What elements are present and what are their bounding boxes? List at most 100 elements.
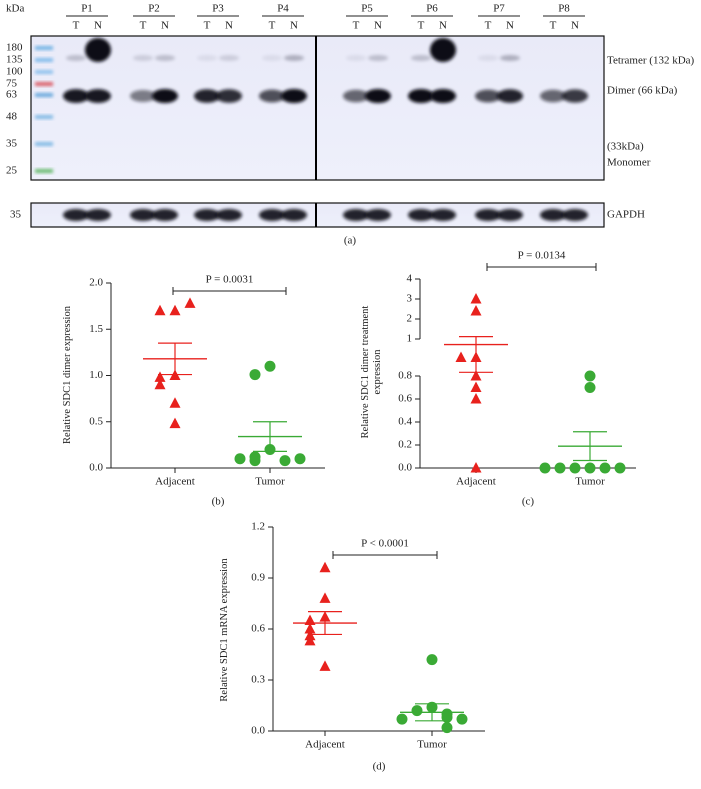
data-point — [304, 623, 316, 634]
x-tick-label: Adjacent — [155, 476, 195, 488]
lane-label: N — [506, 20, 514, 32]
gapdh-band — [194, 209, 220, 221]
gapdh-band — [540, 209, 566, 221]
y-axis-label: Relative SDC1 mRNA expression — [219, 558, 230, 702]
tetramer-band — [284, 55, 304, 61]
dimer-band — [194, 89, 220, 103]
y-tick-label: 1.0 — [89, 369, 103, 381]
y-tick-label: 1 — [407, 333, 413, 345]
patient-label: P1 — [81, 3, 93, 15]
unit-label: kDa — [6, 3, 24, 15]
gapdh-band — [130, 209, 156, 221]
patient-label: P6 — [426, 3, 438, 15]
tetramer-band — [219, 55, 239, 61]
y-tick-label: 0.5 — [89, 415, 103, 427]
panel-label: (a) — [344, 235, 357, 247]
patient-label: P3 — [212, 3, 224, 15]
lane-label: T — [140, 20, 147, 32]
band-label: (33kDa) — [607, 141, 644, 153]
data-point — [539, 462, 551, 474]
ladder-band — [35, 46, 53, 50]
lane-label: T — [269, 20, 276, 32]
data-point — [319, 660, 331, 671]
data-point — [584, 382, 596, 393]
dimer-band — [259, 89, 285, 103]
panel-label: (b) — [212, 496, 225, 508]
gapdh-band — [259, 209, 285, 221]
ladder-band — [35, 93, 53, 97]
data-point — [470, 393, 482, 404]
data-point — [294, 453, 306, 465]
dimer-band — [408, 89, 434, 103]
p-value: P = 0.0031 — [206, 274, 254, 286]
lane-label: T — [550, 20, 557, 32]
patient-label: P7 — [493, 3, 505, 15]
tetramer-band — [478, 55, 498, 61]
y-tick-label: 0.0 — [89, 462, 103, 474]
y-tick-label: 3 — [407, 293, 413, 305]
lane-label: N — [290, 20, 298, 32]
lane-label: T — [73, 20, 80, 32]
tetramer-band — [85, 38, 111, 62]
gapdh-band — [497, 209, 523, 221]
data-point — [554, 462, 566, 474]
marker-label: 180 — [6, 42, 23, 54]
loading-marker: 35 — [10, 209, 22, 221]
dimer-band — [85, 89, 111, 103]
y-tick-label: 0.6 — [251, 623, 265, 635]
p-value: P = 0.0134 — [518, 250, 566, 262]
patient-label: P5 — [361, 3, 373, 15]
dimer-band — [63, 89, 89, 103]
data-point — [599, 462, 611, 474]
p-value: P < 0.0001 — [361, 538, 409, 550]
gapdh-band — [85, 209, 111, 221]
y-tick-label: 0.2 — [398, 439, 412, 451]
tetramer-band — [411, 55, 431, 61]
x-tick-label: Tumor — [255, 476, 285, 488]
data-point — [249, 455, 261, 467]
ladder-band — [35, 115, 53, 119]
lane-label: N — [374, 20, 382, 32]
tetramer-band — [500, 55, 520, 61]
ladder-band — [35, 82, 53, 86]
tetramer-band — [197, 55, 217, 61]
gapdh-band — [408, 209, 434, 221]
y-tick-label: 0.8 — [398, 370, 412, 382]
gapdh-band — [152, 209, 178, 221]
data-point — [584, 370, 596, 382]
y-axis-label: Relative SDC1 dimer expression — [62, 306, 73, 444]
y-tick-label: 1.2 — [251, 521, 265, 533]
gapdh-band — [562, 209, 588, 221]
marker-label: 63 — [6, 89, 18, 101]
tetramer-band — [262, 55, 282, 61]
data-point — [470, 381, 482, 392]
y-tick-label: 0.0 — [398, 462, 412, 474]
band-label: Tetramer (132 kDa) — [607, 55, 695, 67]
y-tick-label: 0.6 — [398, 393, 412, 405]
dimer-band — [475, 89, 501, 103]
data-point — [411, 705, 423, 717]
lane-label: N — [161, 20, 169, 32]
lane-label: T — [353, 20, 360, 32]
data-point — [441, 711, 453, 723]
lane-label: T — [204, 20, 211, 32]
tetramer-band — [133, 55, 153, 61]
dimer-band — [497, 89, 523, 103]
marker-label: 100 — [6, 66, 23, 78]
gapdh-band — [343, 209, 369, 221]
dimer-band — [365, 89, 391, 103]
dimer-band — [130, 90, 156, 102]
data-point — [154, 371, 166, 382]
lane-label: T — [418, 20, 425, 32]
y-tick-label: 2 — [407, 313, 413, 325]
y-tick-label: 2.0 — [89, 277, 103, 289]
gapdh-band — [216, 209, 242, 221]
lane-label: N — [439, 20, 447, 32]
lane-label: N — [225, 20, 233, 32]
dimer-band — [152, 89, 178, 103]
data-point — [169, 417, 181, 429]
dimer-band — [430, 89, 456, 103]
y-tick-label: 0.4 — [398, 416, 412, 428]
marker-label: 48 — [6, 111, 18, 123]
